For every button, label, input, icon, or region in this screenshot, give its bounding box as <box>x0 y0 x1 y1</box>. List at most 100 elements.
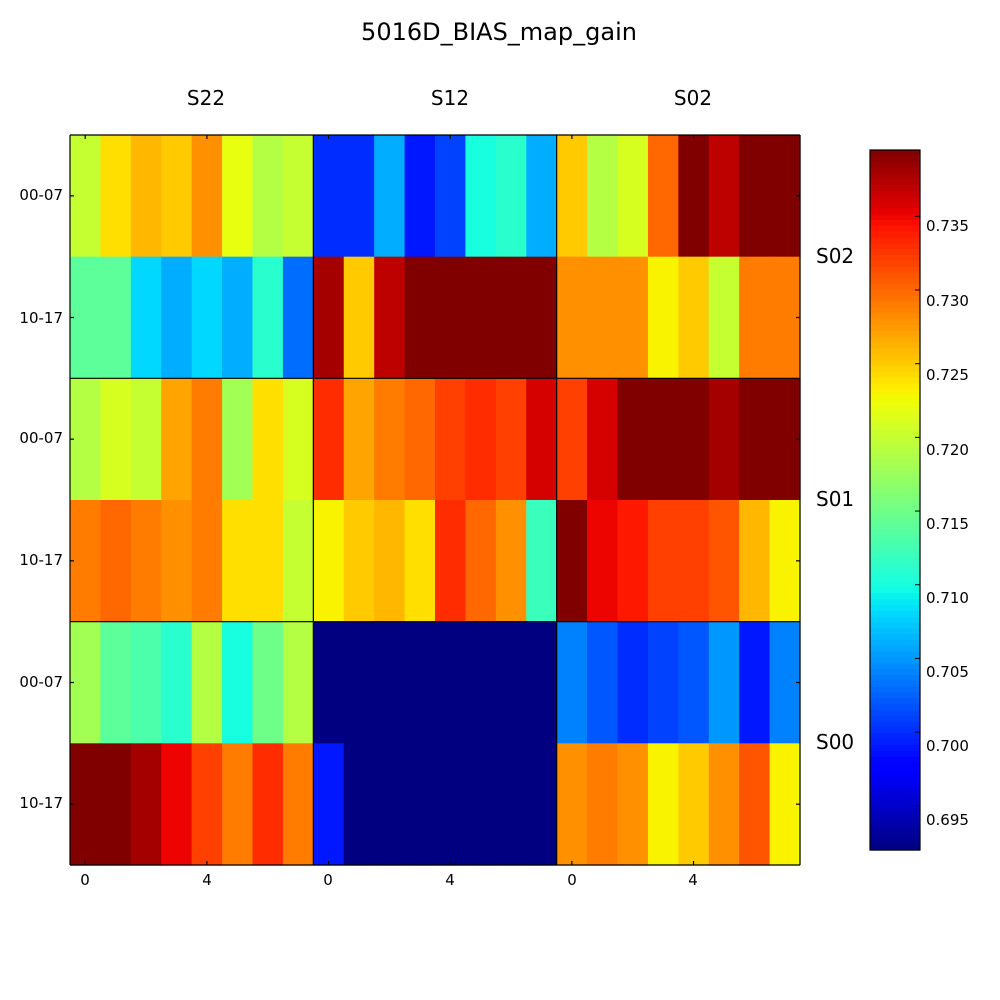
colorbar-segment <box>870 383 920 390</box>
colorbar-segment <box>870 173 920 180</box>
colorbar-segment <box>870 272 920 279</box>
colorbar-segment <box>870 342 920 349</box>
colorbar-segment <box>870 785 920 793</box>
colorbar-segment <box>870 360 920 367</box>
colorbar-segment <box>870 190 920 198</box>
colorbar-segment <box>870 780 920 787</box>
colorbar-segment <box>870 710 920 717</box>
colorbar-segment <box>870 587 920 594</box>
colorbar-segment <box>870 657 920 664</box>
colorbar-segment <box>870 523 920 530</box>
colorbar-segment <box>870 494 920 501</box>
heatmap-cell <box>617 743 649 866</box>
colorbar-segment <box>870 307 920 314</box>
heatmap-cell <box>435 378 467 501</box>
colorbar-segment <box>870 260 920 268</box>
colorbar-segment <box>870 628 920 635</box>
heatmap-cell <box>617 256 649 379</box>
heatmap-cell <box>374 256 406 379</box>
heatmap-cell <box>161 500 193 623</box>
colorbar-segment <box>870 418 920 425</box>
heatmap-cell <box>769 135 801 258</box>
colorbar-segment <box>870 727 920 734</box>
colorbar-segment <box>870 546 920 554</box>
heatmap-cell <box>617 621 649 744</box>
colorbar-segment <box>870 669 920 676</box>
colorbar-segment <box>870 482 920 489</box>
x-tick-label: 4 <box>445 871 455 889</box>
colorbar-segment <box>870 336 920 344</box>
heatmap-cell <box>678 135 710 258</box>
colorbar-tick-label: 0.705 <box>926 663 969 681</box>
heatmap-cell <box>465 135 497 258</box>
heatmap-cell <box>465 743 497 866</box>
heatmap-cell <box>191 621 223 744</box>
row-tick-label: 00-07 <box>19 673 63 691</box>
colorbar-segment <box>870 150 920 157</box>
heatmap-cell <box>587 621 619 744</box>
colorbar-segment <box>870 809 920 816</box>
heatmap-cell <box>587 256 619 379</box>
colorbar-segment <box>870 535 920 542</box>
heatmap-cell <box>526 378 558 501</box>
heatmap-cell <box>495 256 527 379</box>
colorbar-segment <box>870 750 920 758</box>
heatmap-cell <box>465 621 497 744</box>
colorbar-segment <box>870 161 920 169</box>
heatmap-cell <box>282 378 314 501</box>
heatmap-cell <box>313 621 345 744</box>
colorbar-segment <box>870 552 920 559</box>
heatmap-cell <box>191 500 223 623</box>
colorbar-segment <box>870 441 920 449</box>
colorbar-segment <box>870 412 920 419</box>
heatmap-cell <box>374 621 406 744</box>
column-label-s22: S22 <box>187 86 225 110</box>
colorbar-segment <box>870 622 920 629</box>
heatmap-cell <box>435 743 467 866</box>
column-label-s12: S12 <box>431 86 469 110</box>
colorbar-segment <box>870 500 920 507</box>
heatmap-cell <box>769 621 801 744</box>
heatmap-cell <box>708 256 740 379</box>
x-tick-label: 0 <box>567 871 577 889</box>
heatmap-cell <box>647 500 679 623</box>
colorbar-segment <box>870 733 920 740</box>
colorbar-segment <box>870 453 920 460</box>
heatmap-cell <box>161 743 193 866</box>
heatmap-cell <box>739 256 771 379</box>
colorbar-segment <box>870 354 920 361</box>
heatmap-cell <box>222 500 254 623</box>
heatmap-cell <box>647 256 679 379</box>
heatmap-cell <box>739 135 771 258</box>
colorbar-segment <box>870 651 920 659</box>
x-tick-label: 0 <box>323 871 333 889</box>
heatmap-cell <box>556 135 588 258</box>
heatmap-cell <box>526 500 558 623</box>
colorbar-segment <box>870 185 920 192</box>
heatmap-cell <box>526 135 558 258</box>
colorbar-segment <box>870 511 920 519</box>
heatmap-cell <box>343 135 375 258</box>
heatmap-cell <box>100 621 132 744</box>
colorbar-segment <box>870 640 920 647</box>
heatmap-cell <box>739 500 771 623</box>
heatmap-cell <box>191 135 223 258</box>
colorbar-segment <box>870 249 920 256</box>
heatmap-cell <box>769 378 801 501</box>
heatmap-cell <box>282 500 314 623</box>
colorbar-segment <box>870 698 920 705</box>
heatmap-cell <box>374 743 406 866</box>
heatmap-cell <box>252 500 284 623</box>
heatmap-cell <box>404 500 436 623</box>
colorbar-segment <box>870 301 920 309</box>
heatmap-cell <box>161 256 193 379</box>
row-tick-label: 00-07 <box>19 429 63 447</box>
colorbar-segment <box>870 558 920 565</box>
x-tick-label: 4 <box>688 871 698 889</box>
colorbar-tick-label: 0.735 <box>926 217 969 235</box>
heatmap-cell <box>222 743 254 866</box>
heatmap-cell <box>404 621 436 744</box>
colorbar-segment <box>870 284 920 291</box>
colorbar-segment <box>870 202 920 209</box>
heatmap-cell <box>556 500 588 623</box>
